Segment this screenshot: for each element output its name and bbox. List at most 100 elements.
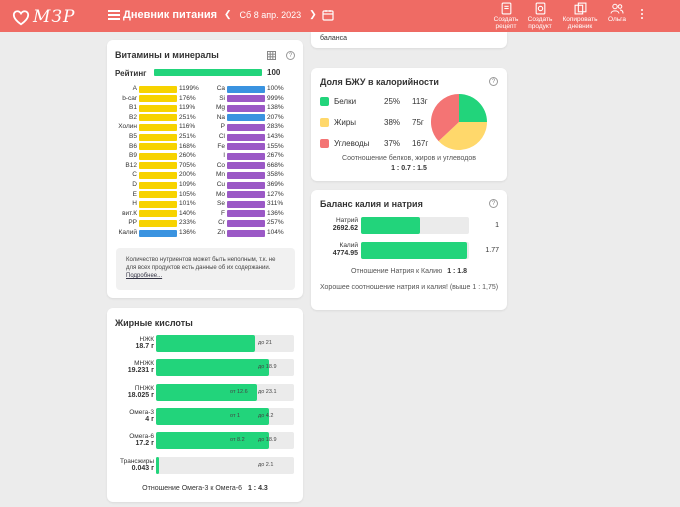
- nutrient-name: E: [132, 190, 137, 198]
- nutrient-name: Zn: [217, 229, 225, 236]
- fatty-acid-bar: до 2.1: [156, 456, 294, 474]
- macro-name: Углеводы: [334, 139, 370, 148]
- copy-diary-button[interactable]: Копировать дневник: [558, 2, 602, 30]
- fatty-acid-label: Трансжиры 0.043 г: [110, 458, 154, 472]
- nutrient-value: 168%: [179, 142, 196, 150]
- nutrient-name: H: [132, 200, 137, 208]
- fatty-acid-value: 18.025 г: [127, 391, 154, 399]
- mineral-bar: [361, 242, 469, 259]
- nutrient-value: 100%: [267, 85, 284, 92]
- nutrient-name: F: [221, 209, 225, 217]
- recipe-icon: [501, 2, 511, 15]
- nutrient-bar: [227, 210, 265, 218]
- nutrient-bar: [227, 152, 265, 160]
- nutrient-name: Mg: [215, 104, 225, 112]
- nutrient-name: Na: [216, 113, 225, 121]
- nutrient-name: Холин: [118, 123, 137, 131]
- chevron-left-icon[interactable]: ❮: [224, 9, 232, 20]
- nutrient-name: Ca: [216, 85, 225, 92]
- calendar-icon[interactable]: [322, 9, 334, 21]
- nutrient-name: Co: [216, 161, 225, 169]
- pie-slice: [459, 94, 487, 122]
- fatty-acid-fill: [156, 359, 270, 377]
- table-icon[interactable]: [267, 51, 276, 60]
- nutrient-value: 176%: [179, 94, 196, 102]
- nutrient-bar: [139, 219, 177, 227]
- fatty-acid-label: Омега-6 17.2 г: [110, 433, 154, 447]
- note-more-link[interactable]: Подробнее...: [126, 273, 163, 279]
- create-product-button[interactable]: Создать продукт: [523, 2, 557, 30]
- fatty-acid-bar: от 8.2 до 18.9: [156, 432, 294, 450]
- nutrient-bar: [139, 162, 177, 170]
- omega-ratio-value: 1 : 4.3: [247, 485, 268, 492]
- copy-icon: [574, 2, 586, 15]
- heart-logo-icon: [12, 9, 30, 25]
- menu-icon[interactable]: [108, 10, 120, 20]
- macro-grams: 113г: [412, 97, 428, 106]
- nutrient-name: Cr: [218, 219, 225, 227]
- nutrient-name: Калий: [118, 229, 137, 236]
- legend-swatch: [320, 97, 329, 106]
- nutrient-bar: [139, 143, 177, 151]
- help-icon[interactable]: ?: [489, 199, 498, 208]
- chevron-right-icon[interactable]: ❯: [309, 9, 317, 20]
- legend-swatch: [320, 118, 329, 127]
- macro-grams: 75г: [412, 118, 424, 127]
- nutrient-value: 267%: [267, 152, 284, 160]
- mineral-label: Натрий 2692.62: [320, 217, 358, 233]
- help-icon[interactable]: ?: [489, 77, 498, 86]
- nutrient-bar: [227, 85, 265, 93]
- omega-ratio-text: Отношение Омега-3 к Омега-6: [142, 485, 242, 492]
- previous-card-text: баланса: [320, 35, 347, 42]
- nutrient-bar: [227, 200, 265, 208]
- mineral-ratio: 1: [495, 222, 499, 229]
- create-recipe-button[interactable]: Создать рецепт: [490, 2, 522, 30]
- nutrient-bar: [227, 229, 265, 237]
- nutrient-bar: [227, 162, 265, 170]
- logo[interactable]: МЗР: [12, 7, 75, 27]
- nutrient-bar: [227, 171, 265, 179]
- range-to: до 2.1: [258, 461, 274, 468]
- fatty-acid-bar: от 1 до 4.2: [156, 407, 294, 425]
- fatty-acids-title: Жирные кислоты: [115, 318, 193, 328]
- help-icon[interactable]: ?: [286, 51, 295, 60]
- mineral-name: Натрий: [335, 217, 358, 224]
- nutrient-value: 705%: [179, 161, 196, 169]
- nutrient-name: Cu: [216, 181, 225, 188]
- nutrient-name: B12: [125, 161, 137, 169]
- nutrient-value: 358%: [267, 171, 284, 179]
- nutrient-value: 369%: [267, 181, 284, 188]
- nutrient-value: 668%: [267, 161, 284, 169]
- bju-ratio-text: Соотношение белков, жиров и углеводов: [342, 155, 476, 162]
- nutrient-name: B2: [129, 113, 137, 121]
- nutrient-bar: [139, 114, 177, 122]
- fatty-acid-fill: [156, 383, 257, 401]
- product-icon: [535, 2, 545, 15]
- fatty-acid-value: 4 г: [145, 415, 154, 423]
- nutrient-bar: [139, 133, 177, 141]
- fatty-acid-bar: до 21: [156, 335, 294, 352]
- nutrient-value: 200%: [179, 171, 196, 179]
- more-icon[interactable]: [640, 9, 644, 21]
- nutrient-bar: [139, 85, 177, 93]
- rating-bar: [154, 69, 262, 76]
- fatty-acid-fill: [156, 407, 270, 425]
- range-from: от 8.2: [230, 437, 245, 444]
- nutrient-value: 101%: [179, 200, 196, 208]
- fatty-acid-value: 0.043 г: [131, 464, 154, 472]
- nutrient-value: 136%: [267, 209, 284, 217]
- fatty-acid-value: 18.7 г: [135, 343, 154, 350]
- omega-ratio: Отношение Омега-3 к Омега-6 1 : 4.3: [107, 485, 303, 492]
- nutrient-value: 283%: [267, 123, 284, 131]
- current-date[interactable]: Сб 8 апр. 2023: [239, 9, 302, 20]
- nutrient-name: Cl: [218, 133, 225, 140]
- mineral-fill: [361, 242, 467, 259]
- nutrient-value: 999%: [267, 94, 284, 102]
- nutrient-bar: [139, 123, 177, 131]
- fatty-acid-name: НЖК: [139, 336, 154, 343]
- nutrient-name: A: [132, 85, 137, 92]
- user-button[interactable]: Ольга: [604, 2, 630, 23]
- potassium-sodium-title: Баланс калия и натрия: [320, 199, 423, 209]
- mineral-bar: [361, 217, 469, 234]
- nutrient-name: D: [132, 181, 137, 188]
